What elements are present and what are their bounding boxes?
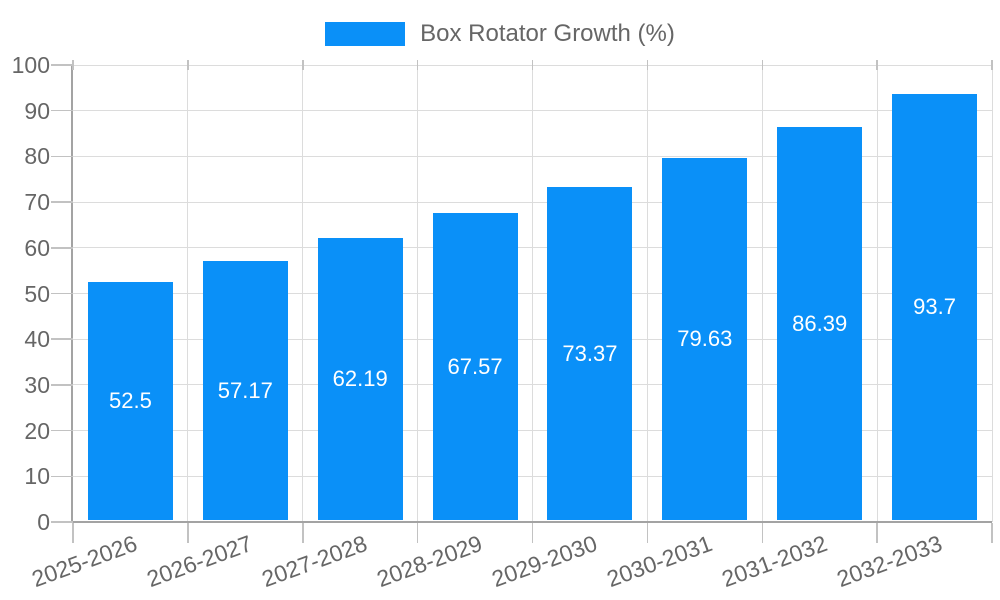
y-axis-tick bbox=[51, 338, 73, 340]
y-axis-tick-label: 90 bbox=[24, 97, 50, 124]
gridline-vertical bbox=[876, 60, 878, 522]
bar-value-label: 73.37 bbox=[562, 340, 618, 366]
bar-value-label: 93.7 bbox=[913, 294, 956, 320]
gridline-vertical bbox=[761, 60, 763, 522]
x-axis-tick bbox=[991, 522, 993, 543]
y-axis-tick-label: 0 bbox=[37, 509, 50, 535]
y-axis-tick bbox=[51, 475, 73, 478]
gridline-horizontal bbox=[73, 110, 992, 112]
gridline-horizontal bbox=[73, 475, 992, 477]
bar-value-label: 57.17 bbox=[217, 377, 273, 403]
gridline-vertical bbox=[187, 60, 189, 522]
gridline-horizontal bbox=[73, 293, 992, 294]
gridline-vertical bbox=[646, 60, 648, 522]
y-axis-tick bbox=[51, 292, 73, 295]
y-axis-tick-label: 100 bbox=[11, 52, 50, 78]
bar-2027-2028: 62.19 bbox=[317, 237, 403, 521]
y-axis-tick bbox=[51, 247, 73, 249]
x-axis-tick bbox=[531, 522, 534, 543]
bar-2029-2030: 73.37 bbox=[547, 186, 633, 521]
bar-value-label: 62.19 bbox=[332, 366, 388, 392]
legend-swatch bbox=[325, 22, 406, 46]
gridline-vertical bbox=[991, 60, 993, 522]
y-axis-tick bbox=[51, 109, 73, 112]
bar-2032-2033: 93.7 bbox=[892, 93, 978, 521]
x-axis-tick bbox=[876, 522, 878, 543]
y-axis-tick-label: 80 bbox=[24, 143, 50, 170]
top-edge-tick bbox=[302, 60, 304, 70]
bar-value-label: 86.39 bbox=[792, 310, 848, 336]
x-axis-tick bbox=[416, 522, 419, 543]
top-edge-tick bbox=[876, 60, 878, 70]
x-axis-tick bbox=[646, 522, 649, 543]
y-axis-tick-label: 40 bbox=[24, 326, 50, 353]
gridline-horizontal bbox=[73, 338, 992, 340]
bar-value-label: 79.63 bbox=[677, 326, 733, 352]
gridline-horizontal bbox=[73, 155, 992, 157]
x-axis-tick bbox=[761, 522, 763, 543]
x-axis-tick bbox=[187, 522, 189, 543]
y-axis-tick bbox=[51, 429, 73, 432]
y-axis-tick bbox=[51, 201, 73, 203]
top-edge-tick bbox=[416, 60, 419, 70]
top-edge-tick bbox=[991, 60, 993, 70]
y-axis-tick-label: 20 bbox=[24, 417, 50, 444]
y-axis-tick bbox=[51, 155, 73, 158]
bar-2030-2031: 79.63 bbox=[662, 158, 748, 521]
bar-2026-2027: 57.17 bbox=[202, 260, 288, 521]
legend[interactable]: Box Rotator Growth (%) bbox=[0, 20, 1000, 48]
top-edge-tick bbox=[761, 60, 763, 70]
y-axis-tick-label: 60 bbox=[24, 234, 50, 261]
gridline-horizontal bbox=[73, 430, 992, 432]
top-edge-tick bbox=[531, 60, 534, 70]
y-axis-tick-label: 30 bbox=[24, 371, 50, 398]
bar-2028-2029: 67.57 bbox=[432, 213, 518, 521]
gridline-horizontal bbox=[73, 247, 992, 249]
top-edge-tick bbox=[72, 60, 74, 70]
gridline-vertical bbox=[532, 60, 533, 522]
y-axis-tick bbox=[51, 384, 73, 386]
bar-value-label: 67.57 bbox=[447, 353, 503, 379]
top-edge-tick bbox=[646, 60, 649, 70]
x-axis-line bbox=[71, 520, 992, 523]
y-axis-tick bbox=[51, 521, 73, 523]
bar-value-label: 52.5 bbox=[109, 388, 152, 414]
gridline-vertical bbox=[302, 60, 304, 522]
top-edge-tick bbox=[187, 60, 189, 70]
y-axis-tick-label: 10 bbox=[24, 463, 50, 490]
x-axis-tick bbox=[72, 522, 74, 543]
legend-label: Box Rotator Growth (%) bbox=[420, 20, 675, 47]
gridline-horizontal bbox=[73, 384, 992, 386]
x-axis-tick bbox=[302, 522, 304, 543]
bar-2031-2032: 86.39 bbox=[777, 127, 863, 521]
y-axis-tick-label: 50 bbox=[24, 280, 50, 307]
gridline-vertical bbox=[417, 60, 419, 522]
gridline-horizontal bbox=[73, 201, 992, 203]
y-axis-tick-label: 70 bbox=[24, 189, 50, 216]
y-axis-tick bbox=[51, 64, 73, 66]
bar-2025-2026: 52.5 bbox=[87, 282, 173, 521]
